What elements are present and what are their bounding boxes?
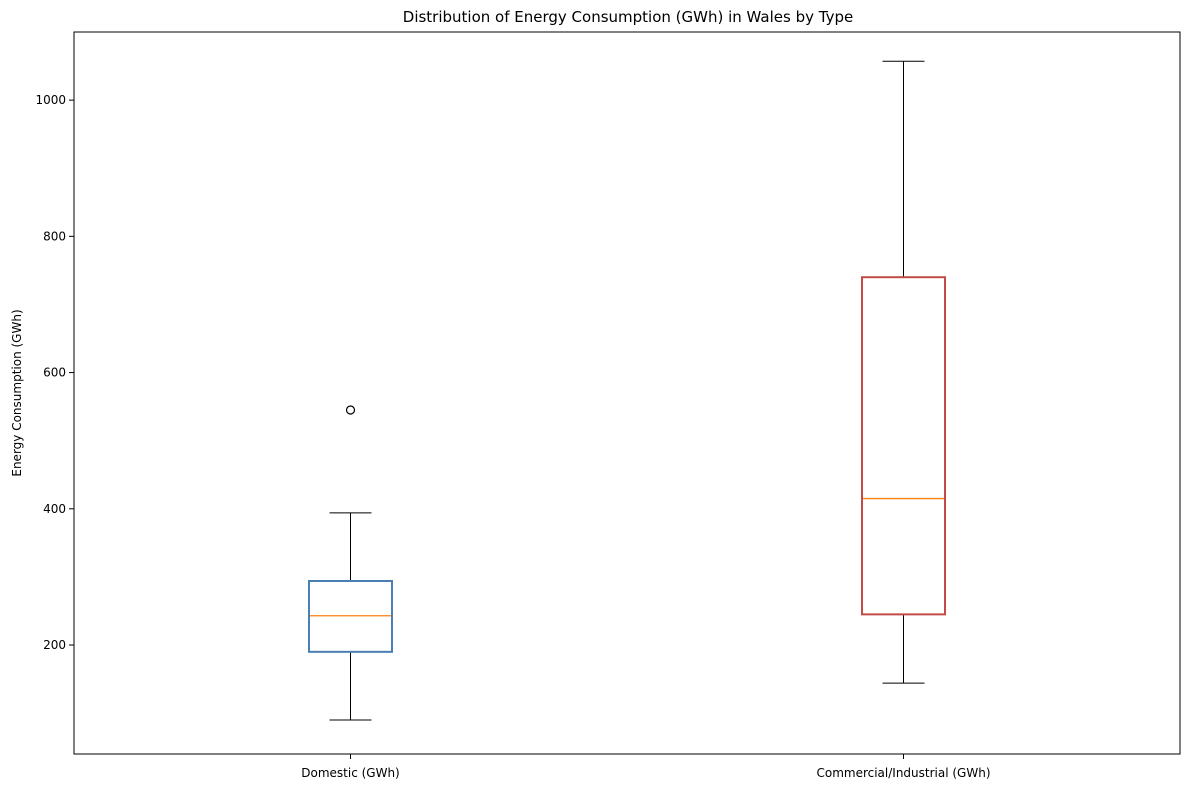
iqr-box	[861, 276, 946, 616]
iqr-box	[308, 579, 393, 653]
y-axis-label: Energy Consumption (GWh)	[10, 309, 24, 476]
y-tick-label: 800	[43, 229, 66, 243]
box-series	[308, 60, 946, 721]
y-tick-label: 600	[43, 366, 66, 380]
plot-frame	[73, 31, 1181, 755]
y-tick-label: 200	[43, 638, 66, 652]
x-tick-label: Commercial/Industrial (GWh)	[816, 766, 990, 780]
y-tick-label: 400	[43, 502, 66, 516]
x-tick-label: Domestic (GWh)	[301, 766, 400, 780]
box-0	[308, 405, 393, 721]
chart-title: Distribution of Energy Consumption (GWh)…	[403, 8, 853, 26]
box-1	[861, 60, 946, 684]
y-axis-ticks: 200 400 600 800 1000	[35, 93, 74, 652]
x-axis-ticks: Domestic (GWh) Commercial/Industrial (GWh…	[301, 754, 991, 780]
outlier-point	[345, 405, 356, 415]
y-tick-label: 1000	[35, 93, 66, 107]
